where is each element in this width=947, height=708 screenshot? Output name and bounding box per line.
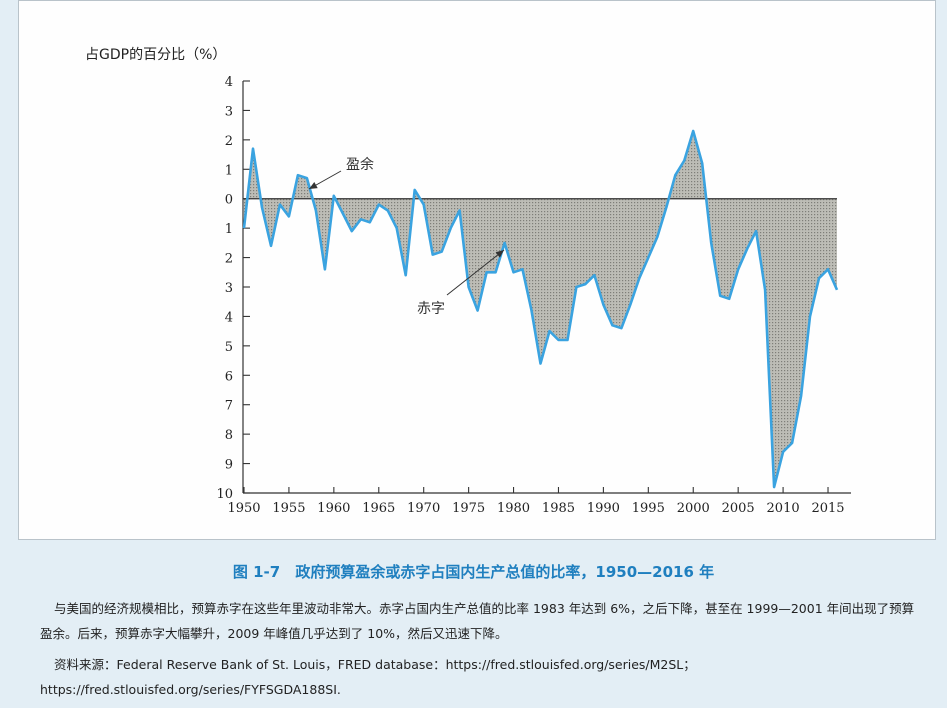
figure-number: 图 1-7 (232, 563, 281, 581)
x-tick-label: 2000 (677, 501, 710, 516)
deficit-surplus-fill (244, 131, 837, 488)
x-tick-label: 1990 (587, 501, 620, 516)
annotation-arrow-head (309, 182, 318, 189)
x-tick-label: 1985 (542, 501, 575, 516)
figure-caption: 图 1-7 政府预算盈余或赤字占国内生产总值的比率，1950—2016 年 (0, 561, 947, 582)
figure-title: 政府预算盈余或赤字占国内生产总值的比率，1950—2016 年 (295, 563, 715, 581)
x-tick-label: 1980 (497, 501, 530, 516)
x-tick-label: 1955 (272, 501, 305, 516)
chart-frame: 占GDP的百分比（%） 4 3 2 1 0 1 2 3 4 5 6 7 8 9 10 1950 1955 1960… (18, 0, 936, 540)
y-tick-label: 8 (225, 428, 233, 443)
y-tick-label: 4 (225, 310, 233, 325)
y-axis-label: 占GDP的百分比（%） (85, 47, 226, 63)
x-tick-label: 2005 (722, 501, 755, 516)
x-tick-label: 2015 (811, 501, 844, 516)
x-tick-label: 1960 (317, 501, 350, 516)
annotation-arrow-line (446, 249, 505, 296)
budget-balance-line (242, 129, 839, 489)
y-tick-label: 3 (225, 104, 233, 119)
y-tick-label: 7 (225, 399, 233, 414)
x-tick-label: 1975 (452, 501, 485, 516)
annotation-label: 赤字 (417, 301, 445, 317)
y-tick-label: 2 (225, 252, 233, 267)
y-tick-label: 2 (225, 134, 233, 149)
annotation-label: 盈余 (346, 156, 374, 173)
y-tick-label: 0 (225, 193, 233, 208)
figure-source: 资料来源：Federal Reserve Bank of St. Louis，F… (40, 657, 696, 697)
x-tick-label: 1995 (632, 501, 665, 516)
y-tick-label: 10 (216, 487, 233, 502)
y-tick-label: 5 (225, 340, 233, 355)
y-tick-label: 4 (225, 75, 233, 90)
y-tick-label: 6 (225, 369, 233, 384)
y-tick-label: 1 (225, 163, 233, 178)
y-tick-label: 1 (225, 222, 233, 237)
y-tick-label: 3 (225, 281, 233, 296)
x-tick-label: 1970 (407, 501, 440, 516)
x-tick-label: 1950 (227, 501, 260, 516)
x-tick-label: 1965 (362, 501, 395, 516)
x-tick-label: 2010 (767, 501, 800, 516)
y-tick-label: 9 (225, 458, 233, 473)
figure-description: 与美国的经济规模相比，预算赤字在这些年里波动非常大。赤字占国内生产总值的比率 1… (40, 601, 915, 641)
annotation-arrow-head (495, 250, 504, 258)
